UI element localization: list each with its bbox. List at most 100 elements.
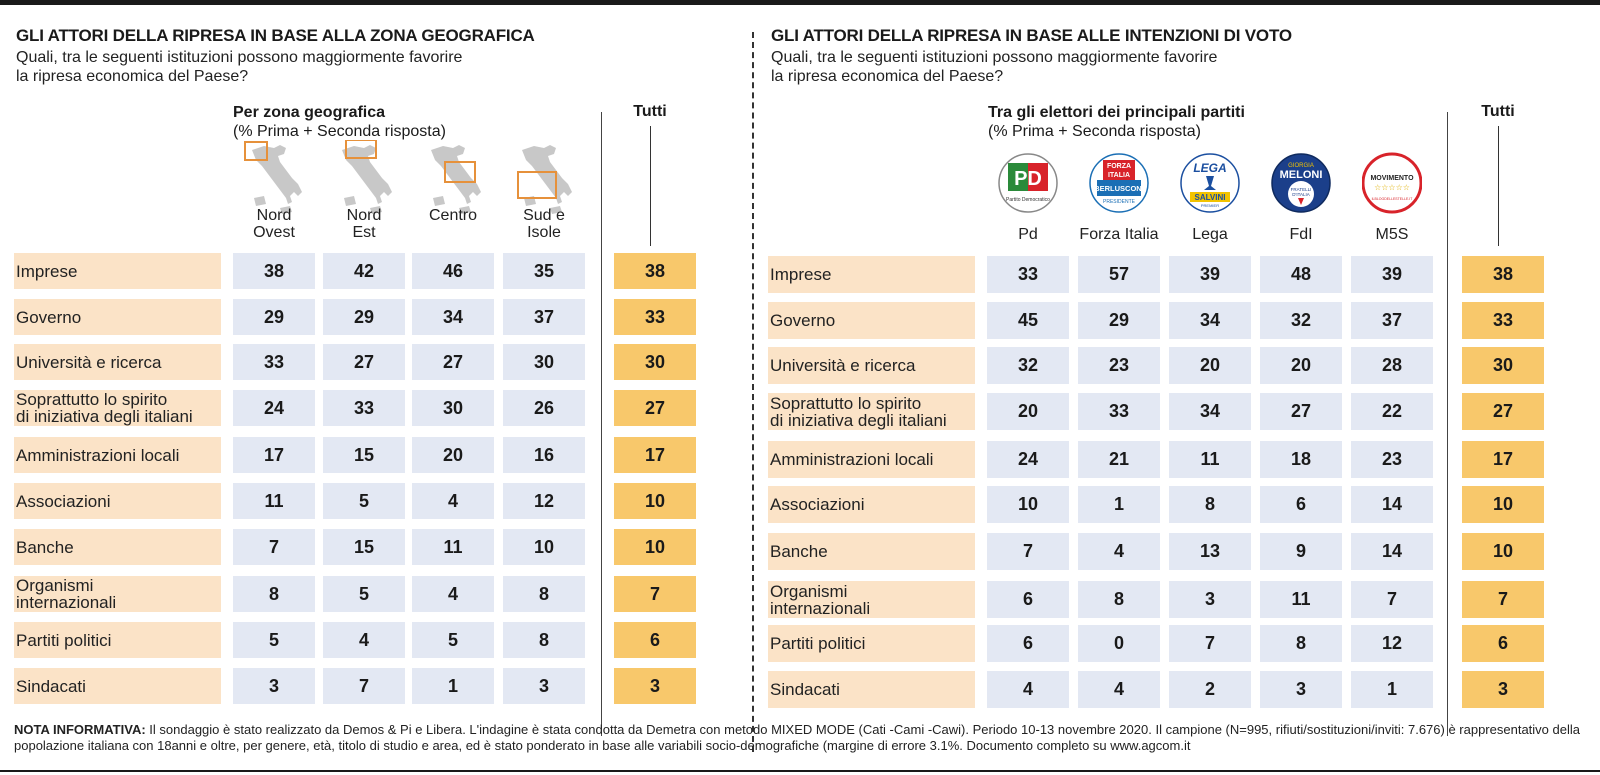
left-group-header: Per zona geografica (% Prima + Seconda r… xyxy=(233,103,446,141)
fi-logo-text: BERLUSCONI xyxy=(1094,184,1144,193)
data-cell: 7 xyxy=(323,668,405,704)
row-label-line1: Banche xyxy=(16,537,74,557)
lega-logo-icon: LEGA SALVINI PREMIER xyxy=(1180,150,1240,216)
row-label-text: Sindacati xyxy=(770,681,840,698)
row-label-line1: Soprattutto lo spirito xyxy=(770,393,922,413)
row-label-line1: Amministrazioni locali xyxy=(770,450,934,469)
data-cell: 7 xyxy=(1169,625,1251,662)
right-total-separator xyxy=(1447,112,1448,736)
left-question: Quali, tra le seguenti istituzioni posso… xyxy=(16,48,576,86)
row-label: Amministrazioni locali xyxy=(768,441,975,478)
row-label-line1: Partiti politici xyxy=(16,630,112,650)
fdi-logo-icon: GIORGIA MELONI FRATELLI D'ITALIA xyxy=(1271,150,1331,216)
row-label: Imprese xyxy=(768,256,975,293)
bottom-rule xyxy=(0,770,1600,772)
data-cell: 3 xyxy=(233,668,315,704)
row-label: Partiti politici xyxy=(768,625,975,662)
data-cell: 1 xyxy=(412,668,494,704)
row-label-text: Università e ricerca xyxy=(770,357,916,374)
right-tutti-header: Tutti xyxy=(1481,103,1515,120)
data-cell: 37 xyxy=(503,299,585,335)
row-label-line1: Università e ricerca xyxy=(16,352,162,372)
data-cell: 1 xyxy=(1078,486,1160,523)
column-header-line1: Centro xyxy=(428,207,478,224)
left-tutti-header: Tutti xyxy=(633,103,667,120)
fdi-logo-text: D'ITALIA xyxy=(1292,192,1310,197)
italy-map-northwest-icon xyxy=(244,140,304,220)
data-cell: 14 xyxy=(1351,486,1433,523)
total-cell: 10 xyxy=(614,529,696,565)
row-label-text: Soprattutto lo spirito di iniziativa degl… xyxy=(16,391,193,425)
column-header-line2: Ovest xyxy=(253,224,295,241)
column-header-0: Nord Ovest xyxy=(229,207,319,241)
data-cell: 30 xyxy=(503,344,585,380)
data-cell: 1 xyxy=(1351,671,1433,708)
total-cell: 3 xyxy=(614,668,696,704)
fi-logo-text: PRESIDENTE xyxy=(1103,199,1136,205)
data-cell: 33 xyxy=(987,256,1069,293)
data-cell: 10 xyxy=(987,486,1069,523)
row-label-line1: Associazioni xyxy=(770,495,865,514)
row-label-text: Amministrazioni locali xyxy=(16,447,179,464)
data-cell: 27 xyxy=(323,344,405,380)
row-label-line1: Imprese xyxy=(16,261,78,281)
row-label-text: Sindacati xyxy=(16,678,86,695)
data-cell: 5 xyxy=(323,576,405,612)
data-cell: 34 xyxy=(412,299,494,335)
row-label-line1: Soprattutto lo spirito xyxy=(16,390,168,409)
column-header-1: Nord Est xyxy=(319,207,409,241)
row-label-text: Banche xyxy=(770,543,828,560)
total-cell: 10 xyxy=(1462,486,1544,523)
row-label: Organismi internazionali xyxy=(768,581,975,618)
data-cell: 17 xyxy=(233,437,315,473)
data-cell: 45 xyxy=(987,302,1069,339)
data-cell: 24 xyxy=(987,441,1069,478)
row-label-text: Organismi internazionali xyxy=(16,577,116,611)
data-cell: 28 xyxy=(1351,347,1433,384)
lega-logo-text: PREMIER xyxy=(1201,203,1219,208)
data-cell: 2 xyxy=(1169,671,1251,708)
data-cell: 6 xyxy=(1260,486,1342,523)
data-cell: 38 xyxy=(233,253,315,289)
data-cell: 29 xyxy=(1078,302,1160,339)
data-cell: 23 xyxy=(1078,347,1160,384)
data-cell: 4 xyxy=(412,483,494,519)
total-cell: 30 xyxy=(614,344,696,380)
left-tutti-line xyxy=(650,126,651,246)
data-cell: 29 xyxy=(323,299,405,335)
left-group-note: (% Prima + Seconda risposta) xyxy=(233,123,446,140)
lega-logo-text: LEGA xyxy=(1193,161,1226,175)
italy-map-south-islands-icon xyxy=(514,140,574,220)
data-cell: 7 xyxy=(233,529,315,565)
column-header-line1: Nord xyxy=(346,207,382,224)
row-label: Governo xyxy=(768,302,975,339)
data-cell: 4 xyxy=(1078,671,1160,708)
total-cell: 38 xyxy=(1462,256,1544,293)
total-cell: 6 xyxy=(1462,625,1544,662)
row-label: Imprese xyxy=(14,253,221,289)
row-label: Banche xyxy=(768,533,975,570)
data-cell: 48 xyxy=(1260,256,1342,293)
total-cell: 33 xyxy=(614,299,696,335)
data-cell: 11 xyxy=(233,483,315,519)
data-cell: 6 xyxy=(987,625,1069,662)
row-label-line2: di iniziativa degli italiani xyxy=(770,410,947,430)
row-label-text: Associazioni xyxy=(16,493,111,510)
data-cell: 4 xyxy=(412,576,494,612)
row-label-text: Imprese xyxy=(16,263,77,280)
right-group-title: Tra gli elettori dei principali partiti xyxy=(988,104,1245,121)
data-cell: 3 xyxy=(503,668,585,704)
left-total-separator xyxy=(601,112,602,736)
right-title: GLI ATTORI DELLA RIPRESA IN BASE ALLE IN… xyxy=(771,26,1292,45)
methodology-note: NOTA INFORMATIVA: Il sondaggio è stato r… xyxy=(14,722,1589,754)
data-cell: 20 xyxy=(1169,347,1251,384)
italy-map-center-icon xyxy=(423,140,483,220)
fi-logo-text: FORZA xyxy=(1107,163,1131,170)
data-cell: 4 xyxy=(987,671,1069,708)
row-label-line1: Amministrazioni locali xyxy=(16,445,180,465)
data-cell: 13 xyxy=(1169,533,1251,570)
total-cell: 6 xyxy=(614,622,696,658)
row-label-text: Associazioni xyxy=(770,496,865,513)
total-cell: 17 xyxy=(614,437,696,473)
data-cell: 10 xyxy=(503,529,585,565)
